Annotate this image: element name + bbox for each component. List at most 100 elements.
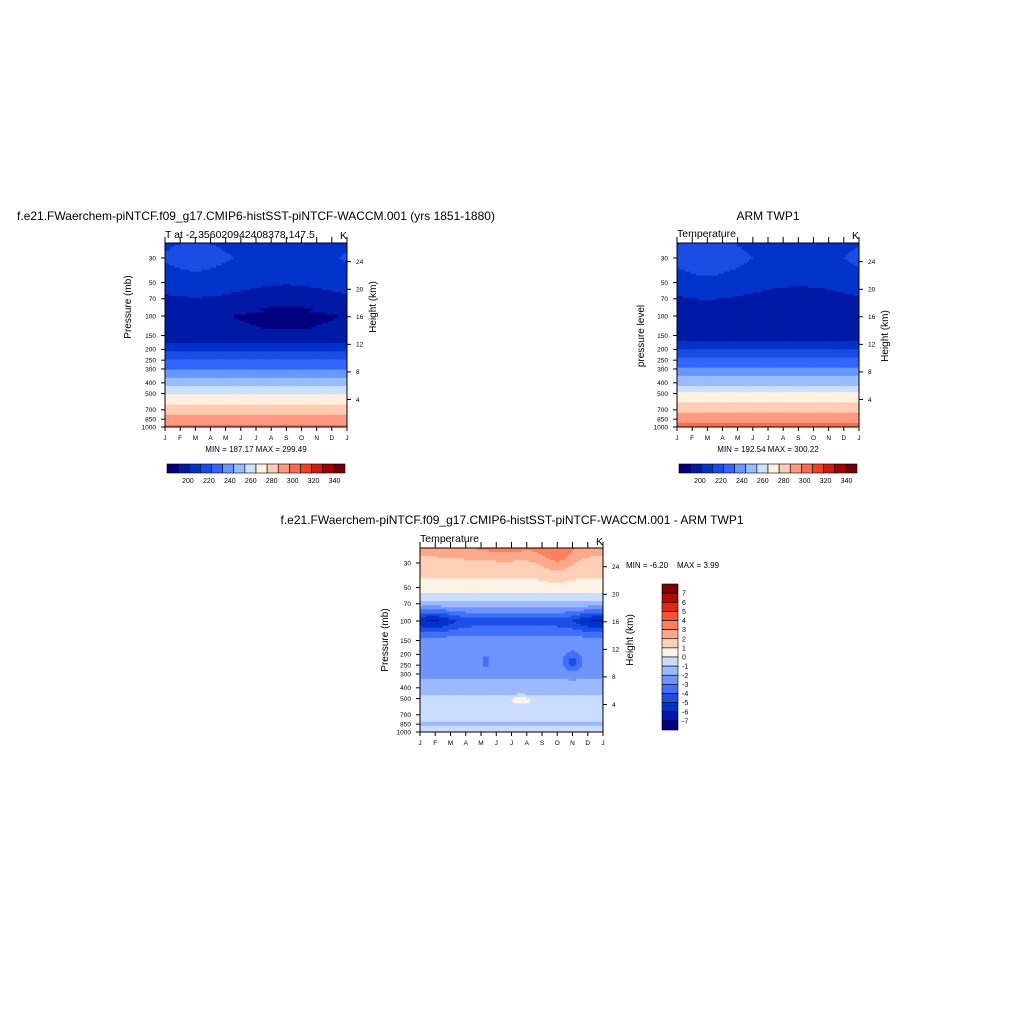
heatmap-cell xyxy=(193,294,196,297)
heatmap-cell xyxy=(223,265,227,268)
heatmap-cell xyxy=(265,281,268,285)
heatmap-cell xyxy=(187,283,191,287)
heatmap-cell xyxy=(206,261,210,264)
heatmap-cell xyxy=(235,292,238,295)
heatmap-cell xyxy=(328,283,331,287)
heatmap-cell xyxy=(257,296,261,299)
heatmap-cell xyxy=(199,267,202,270)
heatmap-cell xyxy=(288,251,291,254)
heatmap-cell xyxy=(242,245,246,248)
heatmap-cell xyxy=(246,259,249,262)
heatmap-cell xyxy=(307,292,310,295)
heatmap-cell xyxy=(225,275,228,279)
heatmap-cell xyxy=(312,294,316,297)
heatmap-cell xyxy=(316,277,319,281)
heatmap-cell xyxy=(235,281,238,285)
heatmap-cell xyxy=(333,253,337,256)
heatmap-cell xyxy=(305,259,308,262)
heatmap-cell xyxy=(341,290,344,293)
heatmap-cell xyxy=(280,285,283,289)
heatmap-cell xyxy=(170,300,173,303)
heatmap-cell xyxy=(318,265,321,268)
heatmap-cell xyxy=(208,294,211,297)
heatmap-cell xyxy=(235,279,238,283)
heatmap-cell xyxy=(201,275,204,279)
heatmap-cell xyxy=(310,300,314,303)
heatmap-cell xyxy=(254,255,257,258)
heatmap-cell xyxy=(199,298,202,301)
heatmap-cell xyxy=(237,275,240,279)
heatmap-cell xyxy=(195,269,198,273)
heatmap-cell xyxy=(271,245,274,248)
heatmap-cell xyxy=(252,283,255,287)
heatmap-cell xyxy=(187,290,191,293)
heatmap-cell xyxy=(221,292,225,295)
heatmap-cell xyxy=(240,290,244,293)
heatmap-cell xyxy=(278,281,282,285)
heatmap-cell xyxy=(314,267,318,270)
heatmap-cell xyxy=(174,294,177,297)
heatmap-cell xyxy=(242,300,246,303)
heatmap-cell xyxy=(214,259,217,262)
heatmap-cell xyxy=(257,292,261,295)
heatmap-cell xyxy=(320,283,323,287)
heatmap-cell xyxy=(292,296,295,299)
heatmap-cell xyxy=(261,281,264,285)
heatmap-cell xyxy=(314,245,318,248)
heatmap-cell xyxy=(335,285,338,289)
heatmap-cell xyxy=(256,275,259,279)
heatmap-cell xyxy=(292,263,295,266)
heatmap-cell xyxy=(201,243,204,246)
heatmap-cell xyxy=(231,292,234,295)
heatmap-cell xyxy=(293,271,297,275)
heatmap-cell xyxy=(231,273,234,277)
heatmap-cell xyxy=(237,277,240,281)
heatmap-cell xyxy=(256,257,259,260)
heatmap-cell xyxy=(212,249,215,252)
heatmap-cell xyxy=(307,283,310,287)
heatmap-cell xyxy=(307,275,310,279)
heatmap-cell xyxy=(244,243,247,246)
heatmap-cell xyxy=(178,285,181,289)
heatmap-cell xyxy=(339,287,342,291)
heatmap-cell xyxy=(290,267,293,270)
heatmap-cell xyxy=(263,251,266,254)
heatmap-cell xyxy=(197,267,200,270)
heatmap-cell xyxy=(178,255,181,258)
heatmap-cell xyxy=(314,251,318,254)
heatmap-cell xyxy=(303,296,306,299)
heatmap-cell xyxy=(182,259,185,262)
heatmap-cell xyxy=(261,247,264,250)
heatmap-cell xyxy=(185,296,189,299)
panel-model-left-label: T at -2.356020942408378,147.5 xyxy=(165,229,315,241)
heatmap-cell xyxy=(183,279,187,283)
heatmap-cell xyxy=(341,279,344,283)
heatmap-cell xyxy=(233,247,236,250)
heatmap-cell xyxy=(310,247,314,250)
heatmap-cell xyxy=(174,267,177,270)
heatmap-cell xyxy=(180,263,183,266)
heatmap-cell xyxy=(307,267,310,270)
heatmap-cell xyxy=(312,273,316,277)
heatmap-cell xyxy=(191,247,194,250)
heatmap-cell xyxy=(335,245,338,248)
heatmap-cell xyxy=(168,275,172,279)
heatmap-cell xyxy=(339,275,342,279)
heatmap-cell xyxy=(276,273,280,277)
heatmap-cell xyxy=(185,263,189,266)
heatmap-cell xyxy=(269,296,272,299)
heatmap-cell xyxy=(337,267,340,270)
heatmap-cell xyxy=(172,290,175,293)
heatmap-cell xyxy=(284,265,287,268)
heatmap-cell xyxy=(223,285,227,289)
heatmap-cell xyxy=(219,279,223,283)
heatmap-cell xyxy=(187,277,191,281)
heatmap-cell xyxy=(271,265,274,268)
heatmap-cell xyxy=(197,277,200,281)
heatmap-cell xyxy=(271,283,274,287)
heatmap-cell xyxy=(225,243,228,246)
heatmap-cell xyxy=(267,296,270,299)
heatmap-cell xyxy=(282,300,285,303)
heatmap-cell xyxy=(341,294,344,297)
heatmap-cell xyxy=(182,257,185,260)
